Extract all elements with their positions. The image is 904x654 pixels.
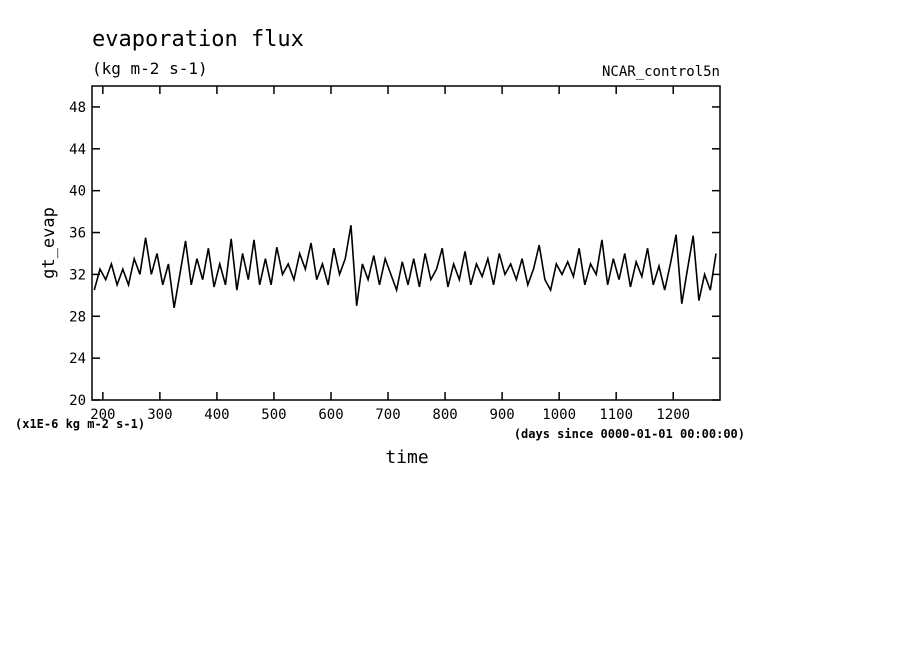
x-tick-label: 1000 [542, 407, 576, 423]
x-tick-label: 200 [90, 407, 115, 423]
y-axis-label: gt_evap [39, 207, 59, 279]
x-unit-note: (days since 0000-01-01 00:00:00) [514, 427, 745, 441]
x-tick-label: 1100 [599, 407, 633, 423]
chart-subtitle: (kg m-2 s-1) [92, 59, 208, 78]
x-tick-label: 900 [489, 407, 514, 423]
chart-title: evaporation flux [92, 27, 304, 52]
plot-frame [91, 85, 721, 401]
y-unit-note: (x1E-6 kg m-2 s-1) [15, 417, 145, 431]
x-tick-label: 400 [204, 407, 229, 423]
experiment-label: NCAR_control5n [602, 64, 720, 80]
y-tick-label: 24 [69, 351, 86, 367]
y-tick-label: 20 [69, 393, 86, 409]
x-tick-label: 500 [261, 407, 286, 423]
x-tick-label: 700 [375, 407, 400, 423]
y-tick-label: 32 [69, 267, 86, 283]
x-tick-label: 1200 [656, 407, 690, 423]
y-tick-label: 36 [69, 226, 86, 242]
y-tick-label: 44 [69, 142, 86, 158]
y-tick-label: 48 [69, 100, 86, 116]
data-line [93, 225, 717, 309]
x-tick-label: 800 [432, 407, 457, 423]
y-tick-label: 40 [69, 184, 86, 200]
x-tick-label: 600 [318, 407, 343, 423]
y-tick-label: 28 [69, 309, 86, 325]
x-axis-label: time [385, 447, 428, 468]
x-tick-label: 300 [147, 407, 172, 423]
